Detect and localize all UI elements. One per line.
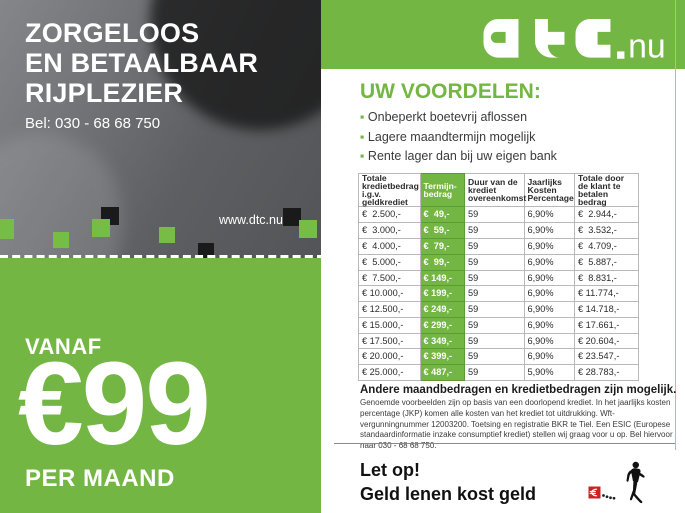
svg-text:nu: nu [628,27,666,65]
